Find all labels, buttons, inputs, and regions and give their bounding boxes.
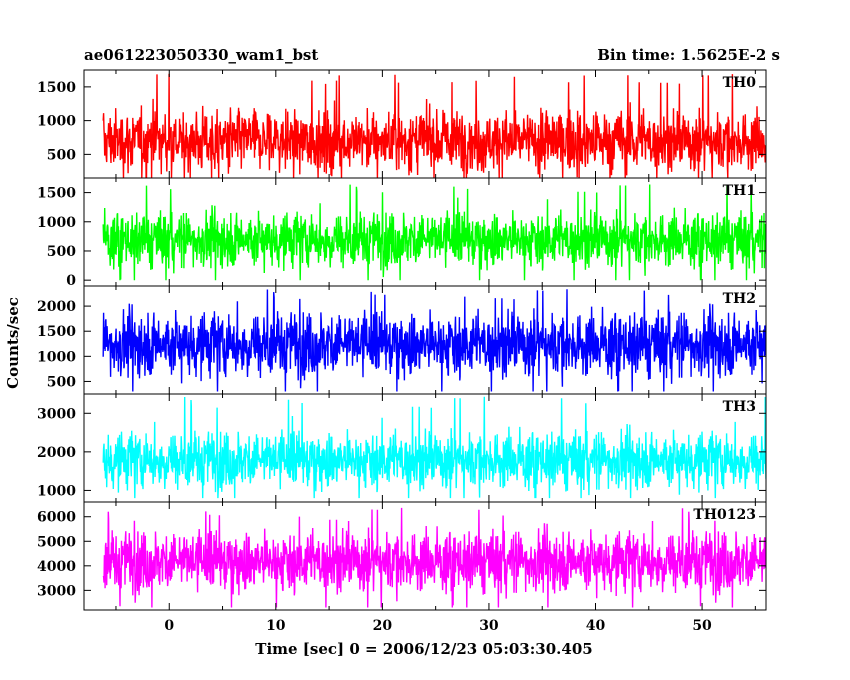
x-axis-label: Time [sec] 0 = 2006/12/23 05:03:30.405 (255, 640, 592, 658)
x-tick-label: 30 (479, 618, 499, 634)
y-axis-label: Counts/sec (4, 297, 22, 389)
y-tick-label: 5000 (37, 534, 76, 550)
x-tick-label: 0 (164, 618, 174, 634)
y-tick-label: 1000 (37, 215, 76, 231)
y-tick-label: 4000 (37, 559, 76, 575)
x-tick-label: 20 (373, 618, 393, 634)
y-tick-label: 1500 (37, 324, 76, 340)
series-line-th3 (102, 396, 766, 499)
panel-label-th3: TH3 (723, 399, 756, 415)
y-tick-label: 3000 (37, 583, 76, 599)
y-tick-label: 1000 (37, 114, 76, 130)
series-line-th0 (102, 73, 766, 178)
y-tick-label: 3000 (37, 406, 76, 422)
panel-frame-th0123 (83, 501, 767, 611)
series-line-th0123 (102, 507, 766, 608)
y-tick-label: 1000 (37, 483, 76, 499)
x-tick-label: 40 (586, 618, 606, 634)
y-tick-label: 0 (66, 273, 76, 289)
y-tick-label: 1500 (37, 186, 76, 202)
y-tick-label: 2000 (37, 445, 76, 461)
y-tick-label: 6000 (37, 510, 76, 526)
series-line-th2 (102, 289, 766, 392)
y-tick-label: 500 (47, 244, 76, 260)
y-tick-label: 1000 (37, 349, 76, 365)
y-tick-label: 2000 (37, 299, 76, 315)
y-tick-label: 500 (47, 374, 76, 390)
panel-label-th2: TH2 (723, 291, 756, 307)
x-tick-label: 10 (266, 618, 286, 634)
x-tick-label: 50 (692, 618, 712, 634)
y-tick-label: 500 (47, 147, 76, 163)
chart-title: ae061223050330_wam1_bst (84, 46, 318, 64)
bin-time-label: Bin time: 1.5625E-2 s (597, 46, 780, 64)
panel-label-th1: TH1 (723, 183, 756, 199)
panel-label-th0: TH0 (723, 75, 757, 91)
y-tick-label: 1500 (37, 80, 76, 96)
series-line-th1 (102, 184, 766, 281)
panel-label-th0123: TH0123 (693, 507, 756, 523)
